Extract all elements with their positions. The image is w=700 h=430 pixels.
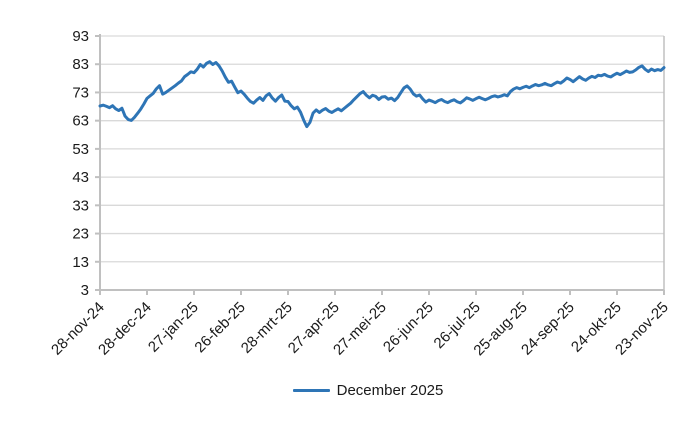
legend: December 2025 [18,383,700,398]
y-axis-tick-label: 73 [72,84,89,101]
data-series [98,60,666,129]
y-axis-tick-label: 43 [72,169,89,186]
y-axis-tick-label: 93 [72,28,89,45]
axes [95,34,665,295]
y-axis-tick-label: 83 [72,56,89,73]
legend-series-label: December 2025 [336,382,444,399]
y-axis-tick-label: 23 [72,226,89,243]
y-axis-tick-label: 3 [81,282,89,299]
y-axis-tick-label: 63 [72,113,89,130]
y-axis-tick-label: 33 [72,197,89,214]
y-axis-tick-label: 53 [72,141,89,158]
y-axis-tick-label: 13 [72,254,89,271]
legend-line-marker [292,388,330,393]
gridlines [100,35,664,291]
y-axis-labels: 3 13 23 33 43 53 63 73 83 93 [72,28,89,299]
series-line-december-2025 [98,60,666,129]
x-axis-labels: 28-nov-2428-dec-2427-jan-2526-feb-2528-m… [48,299,672,359]
x-axis-tick-label: 26-jun-25 [380,299,437,356]
